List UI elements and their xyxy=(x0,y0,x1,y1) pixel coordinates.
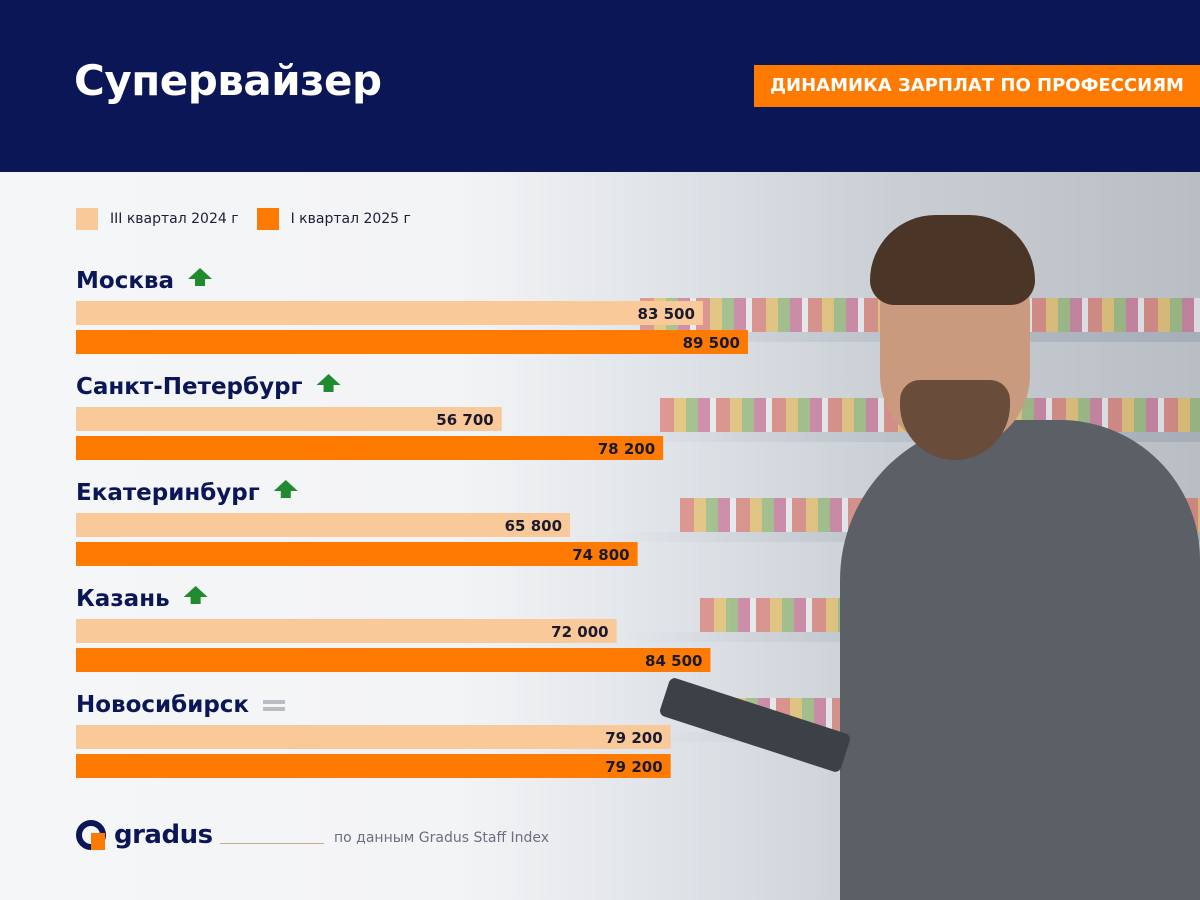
legend-item-q3-2024: III квартал 2024 г xyxy=(76,208,239,230)
city-1-value-series-0: 56 700 xyxy=(436,411,493,429)
city-3-value-series-1: 84 500 xyxy=(645,652,702,670)
city-2-bar-series-0 xyxy=(76,513,571,537)
city-0-value-series-0: 83 500 xyxy=(638,305,695,323)
legend-label-q1-2025: I квартал 2025 г xyxy=(290,211,411,227)
gradus-logo-icon xyxy=(76,820,106,850)
data-source-note: по данным Gradus Staff Index xyxy=(334,830,550,846)
person-sweater xyxy=(840,420,1200,900)
city-3-value-series-0: 72 000 xyxy=(551,623,608,641)
legend-swatch-q3-2024 xyxy=(76,208,98,230)
city-4-value-series-0: 79 200 xyxy=(605,729,662,747)
city-0-bar-series-1 xyxy=(76,330,748,354)
city-2-bar-series-1 xyxy=(76,542,638,566)
city-0-trend-up-icon xyxy=(188,268,213,286)
logo-text: gradus xyxy=(114,820,213,850)
city-1-value-series-1: 78 200 xyxy=(598,440,655,458)
city-1-bar-series-1 xyxy=(76,436,664,460)
city-3-label: Казань xyxy=(76,586,170,612)
city-4-trend-equal-icon xyxy=(263,700,286,711)
city-3-trend-up-icon xyxy=(183,586,208,604)
category-badge: ДИНАМИКА ЗАРПЛАТ ПО ПРОФЕССИЯМ xyxy=(754,65,1200,107)
footer-divider xyxy=(220,843,324,844)
page-title: Супервайзер xyxy=(74,56,382,105)
city-0-bar-series-0 xyxy=(76,301,703,325)
person-hair xyxy=(870,215,1035,305)
chart-legend: III квартал 2024 г I квартал 2025 г xyxy=(76,208,429,230)
city-2-trend-up-icon xyxy=(273,480,298,498)
city-4-label: Новосибирск xyxy=(76,692,249,718)
city-2-label: Екатеринбург xyxy=(76,480,260,506)
city-3-bar-series-0 xyxy=(76,619,617,643)
header-bar: Супервайзер ДИНАМИКА ЗАРПЛАТ ПО ПРОФЕССИ… xyxy=(0,0,1200,172)
city-1-label: Санкт-Петербург xyxy=(76,374,303,400)
city-1-bar-series-0 xyxy=(76,407,502,431)
city-1-trend-up-icon xyxy=(316,374,341,392)
city-3-bar-series-1 xyxy=(76,648,711,672)
legend-label-q3-2024: III квартал 2024 г xyxy=(110,211,239,227)
city-2-value-series-1: 74 800 xyxy=(572,546,629,564)
city-2-value-series-0: 65 800 xyxy=(505,517,562,535)
gradus-logo: gradus xyxy=(76,820,213,850)
legend-swatch-q1-2025 xyxy=(256,208,279,230)
legend-item-q1-2025: I квартал 2025 г xyxy=(256,208,411,230)
city-0-value-series-1: 89 500 xyxy=(683,334,740,352)
city-0-label: Москва xyxy=(76,268,174,294)
city-4-bar-series-1 xyxy=(76,754,671,778)
city-4-value-series-1: 79 200 xyxy=(605,758,662,776)
city-4-bar-series-0 xyxy=(76,725,671,749)
